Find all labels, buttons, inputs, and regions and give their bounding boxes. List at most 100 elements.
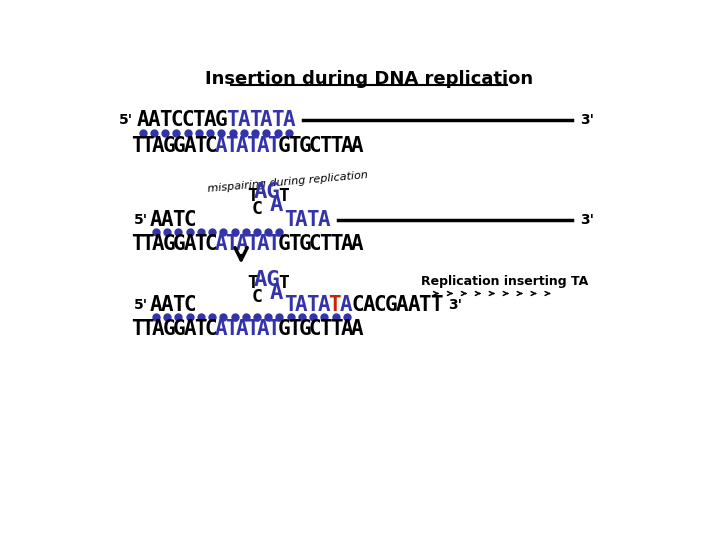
Text: A: A <box>260 110 273 130</box>
Text: G: G <box>277 136 290 156</box>
Text: T: T <box>330 136 343 156</box>
Text: T: T <box>430 295 442 315</box>
Text: T: T <box>172 295 184 315</box>
Text: A: A <box>136 110 149 130</box>
Text: T: T <box>319 234 332 254</box>
Text: A: A <box>362 295 375 315</box>
Text: A: A <box>340 295 353 315</box>
Text: A: A <box>152 319 164 339</box>
Text: 5': 5' <box>134 213 148 227</box>
Text: G: G <box>215 110 228 130</box>
Text: T: T <box>194 319 207 339</box>
Text: T: T <box>249 110 261 130</box>
Text: T: T <box>194 234 207 254</box>
Text: A: A <box>341 319 353 339</box>
Text: C: C <box>374 295 386 315</box>
Text: T: T <box>247 187 258 205</box>
Text: T: T <box>319 319 332 339</box>
Text: T: T <box>288 319 300 339</box>
Text: C: C <box>252 288 263 306</box>
Text: T: T <box>288 234 300 254</box>
Text: T: T <box>279 274 289 293</box>
Text: A: A <box>351 234 364 254</box>
Text: T: T <box>288 136 300 156</box>
Text: A: A <box>148 110 161 130</box>
Text: A: A <box>235 136 248 156</box>
Text: T: T <box>246 136 258 156</box>
Text: C: C <box>252 200 263 218</box>
Text: C: C <box>309 234 321 254</box>
Text: C: C <box>309 319 321 339</box>
Text: G: G <box>162 319 175 339</box>
Text: T: T <box>328 295 341 315</box>
Text: Replication inserting TA: Replication inserting TA <box>421 275 588 288</box>
Text: T: T <box>225 234 238 254</box>
Text: A: A <box>215 136 228 156</box>
Text: C: C <box>204 136 217 156</box>
Text: A: A <box>351 319 364 339</box>
Text: A: A <box>238 110 250 130</box>
Text: T: T <box>131 319 143 339</box>
Text: T: T <box>172 211 184 231</box>
Text: G: G <box>277 234 290 254</box>
Text: A: A <box>295 211 307 231</box>
Text: A: A <box>152 234 164 254</box>
Text: C: C <box>204 319 217 339</box>
Text: 3': 3' <box>580 113 594 127</box>
Text: A: A <box>269 283 283 303</box>
Text: C: C <box>184 295 196 315</box>
Text: A: A <box>341 234 353 254</box>
Text: T: T <box>279 187 289 205</box>
Text: A: A <box>341 136 353 156</box>
Text: A: A <box>269 195 283 215</box>
Text: T: T <box>131 136 143 156</box>
Text: T: T <box>418 295 431 315</box>
Text: T: T <box>159 110 171 130</box>
Text: T: T <box>319 136 332 156</box>
Text: A: A <box>295 295 307 315</box>
Text: T: T <box>271 110 284 130</box>
Text: G: G <box>277 319 290 339</box>
Text: T: T <box>267 319 279 339</box>
Text: G: G <box>162 136 175 156</box>
Text: T: T <box>131 234 143 254</box>
Text: A: A <box>150 295 162 315</box>
Text: T: T <box>306 295 319 315</box>
Text: A: A <box>215 234 228 254</box>
Text: A: A <box>184 234 196 254</box>
Text: A: A <box>235 234 248 254</box>
Text: A: A <box>256 234 269 254</box>
Text: AG: AG <box>254 182 281 202</box>
Text: C: C <box>181 110 194 130</box>
Text: G: G <box>162 234 175 254</box>
Text: A: A <box>215 319 228 339</box>
Text: A: A <box>351 136 364 156</box>
Text: A: A <box>161 211 174 231</box>
Text: T: T <box>330 234 343 254</box>
Text: T: T <box>194 136 207 156</box>
Text: G: G <box>173 234 186 254</box>
Text: G: G <box>173 136 186 156</box>
Text: A: A <box>184 136 196 156</box>
Text: 5': 5' <box>120 113 133 127</box>
Text: T: T <box>284 211 296 231</box>
Text: T: T <box>246 319 258 339</box>
Text: A: A <box>396 295 409 315</box>
Text: T: T <box>247 274 258 293</box>
Text: T: T <box>284 295 296 315</box>
Text: T: T <box>226 110 239 130</box>
Text: G: G <box>384 295 397 315</box>
Text: T: T <box>141 319 154 339</box>
Text: A: A <box>150 211 162 231</box>
Text: A: A <box>256 136 269 156</box>
Text: C: C <box>351 295 364 315</box>
Text: A: A <box>318 211 330 231</box>
Text: T: T <box>225 319 238 339</box>
Text: T: T <box>246 234 258 254</box>
Text: A: A <box>408 295 420 315</box>
Text: T: T <box>225 136 238 156</box>
Text: C: C <box>184 211 196 231</box>
Text: A: A <box>161 295 174 315</box>
Text: C: C <box>170 110 183 130</box>
Text: A: A <box>256 319 269 339</box>
